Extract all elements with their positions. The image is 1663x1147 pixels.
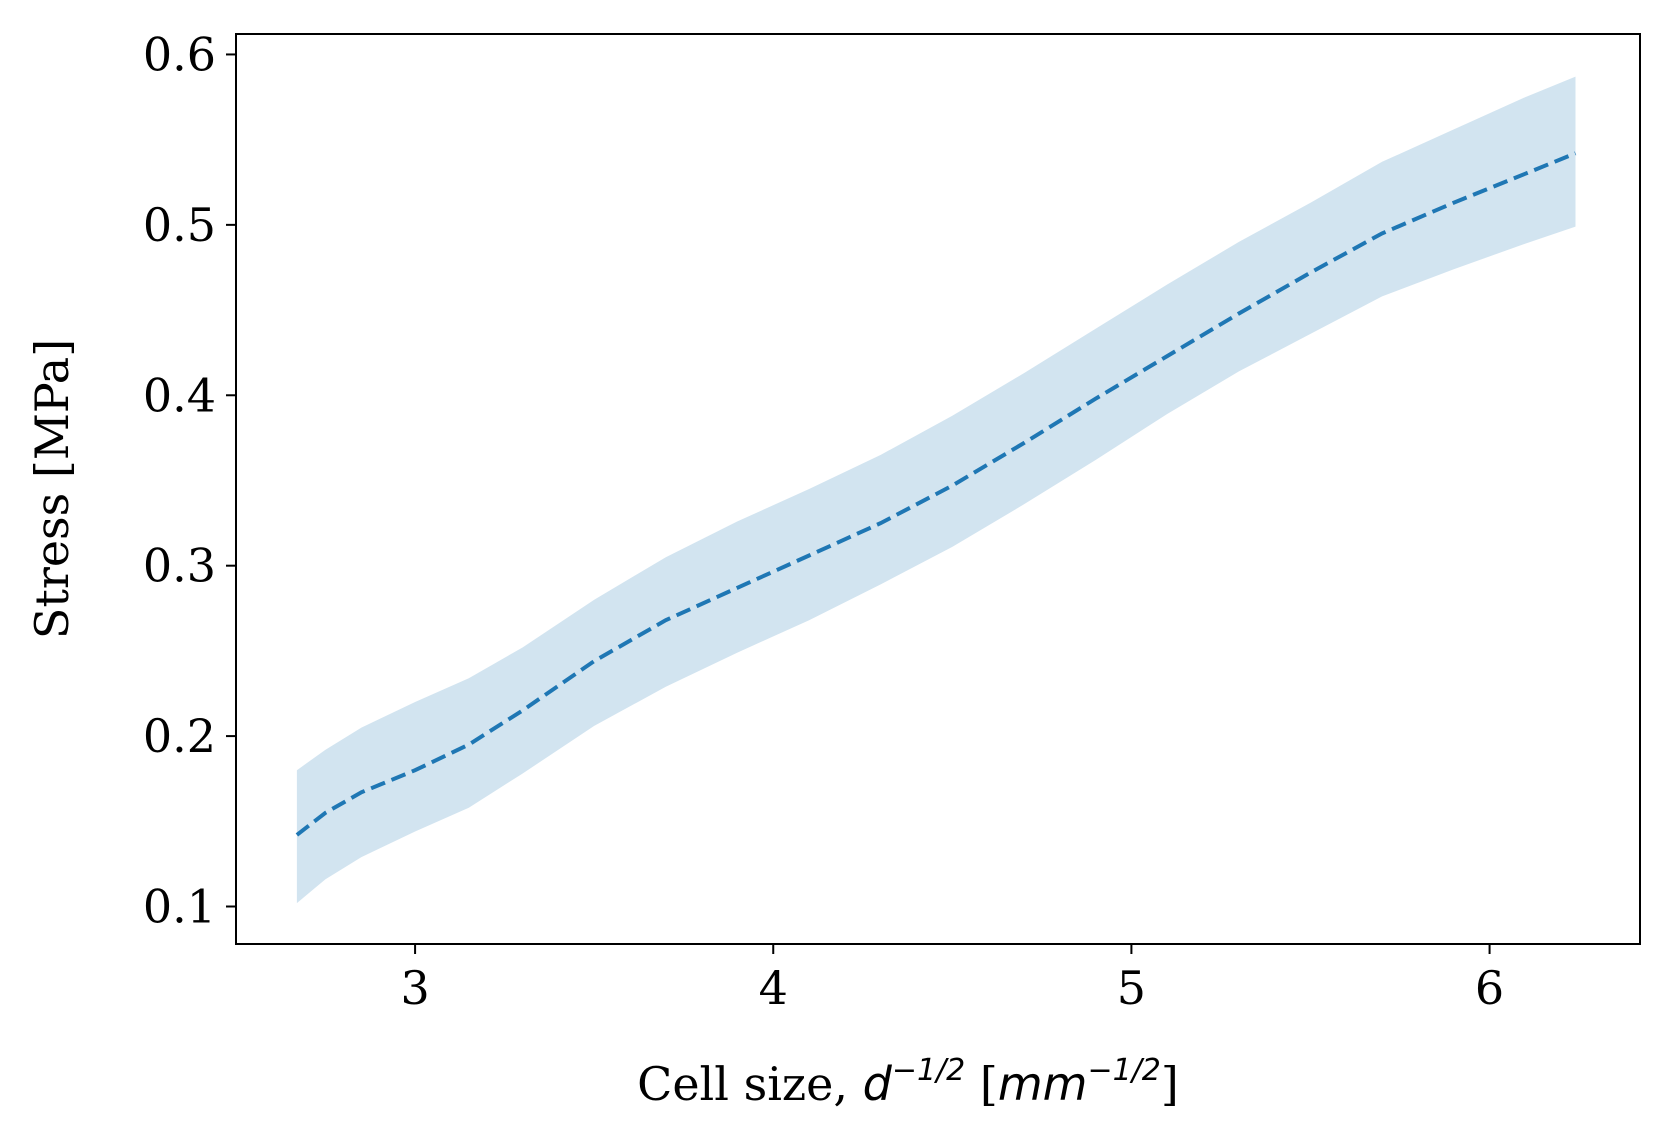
y-axis-label: Stress [MPa] bbox=[25, 339, 79, 639]
x-axis-label-unit-close: ] bbox=[1161, 1057, 1179, 1111]
y-tick-label: 0.4 bbox=[143, 368, 216, 422]
y-tick-label: 0.3 bbox=[143, 539, 216, 593]
x-tick-label: 4 bbox=[759, 961, 788, 1015]
y-tick-label: 0.1 bbox=[143, 880, 216, 934]
ticks: 3 4 5 6 0.1 0.2 0.3 0.4 0.5 0.6 bbox=[143, 27, 1504, 1015]
series-0-line bbox=[295, 151, 1577, 837]
y-tick-label: 0.6 bbox=[143, 27, 216, 81]
x-axis-label-unit-exponent: −1/2 bbox=[1087, 1053, 1160, 1088]
x-tick-label: 3 bbox=[400, 961, 429, 1015]
axes-frame bbox=[235, 33, 1641, 945]
x-axis-label-variable: d bbox=[863, 1057, 893, 1111]
x-tick-label: 5 bbox=[1117, 961, 1146, 1015]
series-0-band bbox=[296, 76, 1576, 904]
x-axis-label: Cell size, d−1/2 [mm−1/2] bbox=[637, 1053, 1179, 1111]
x-axis-label-prefix: Cell size, bbox=[637, 1057, 863, 1111]
x-axis-label-unit-open: [ bbox=[965, 1057, 998, 1111]
x-axis-label-unit: mm bbox=[998, 1057, 1088, 1111]
x-tick-label: 6 bbox=[1475, 961, 1504, 1015]
plot-area bbox=[295, 76, 1577, 904]
y-tick-label: 0.2 bbox=[143, 709, 216, 763]
y-tick-label: 0.5 bbox=[143, 198, 216, 252]
x-axis-label-variable-exponent: −1/2 bbox=[892, 1053, 965, 1088]
